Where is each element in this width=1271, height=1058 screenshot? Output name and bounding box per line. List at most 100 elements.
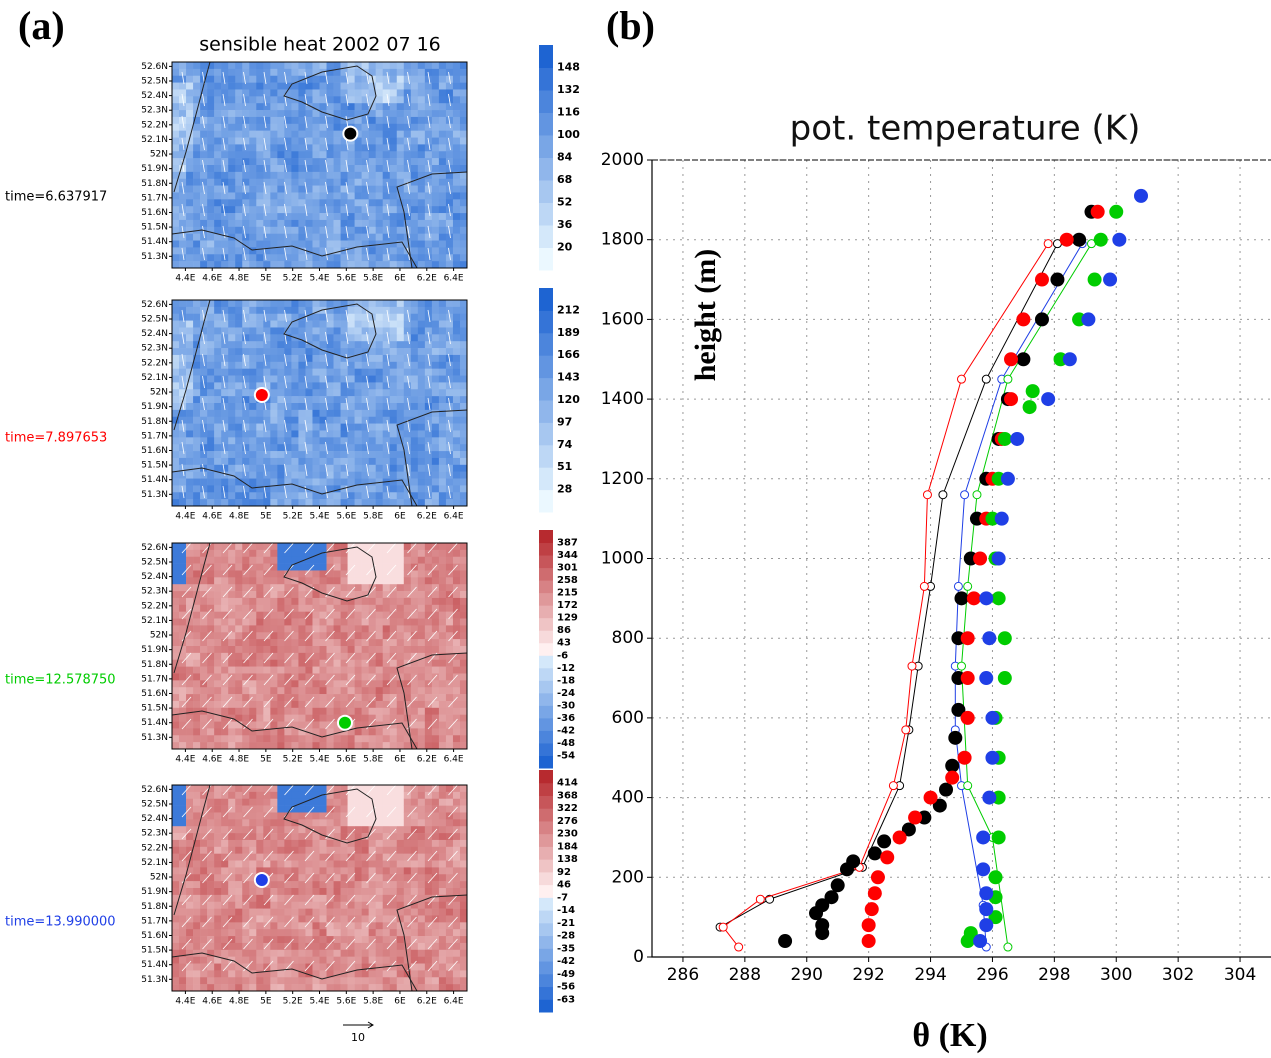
map-cell (396, 478, 405, 486)
map-cell (277, 306, 285, 315)
map-cell (326, 597, 334, 606)
map-cell (228, 597, 236, 606)
map-cell (389, 130, 398, 138)
map-cell (424, 403, 433, 411)
map-cell (263, 652, 271, 661)
map-cell (263, 254, 271, 262)
map-cell (375, 742, 384, 750)
map-cell (452, 75, 461, 83)
map-cell (382, 144, 391, 152)
map-cell (354, 403, 362, 411)
map-cell (424, 368, 433, 376)
wind-vector (427, 247, 431, 261)
colorbar-segment (539, 680, 553, 694)
colorbar-label: -48 (557, 738, 575, 749)
wind-vector (202, 159, 205, 173)
map-cell (312, 416, 320, 424)
map-cell (270, 666, 278, 674)
border (171, 229, 418, 269)
map-cell (459, 144, 468, 152)
map-cell (431, 219, 440, 228)
map-cell (172, 199, 180, 207)
map-cell (410, 213, 419, 221)
map-cell (263, 826, 271, 834)
map-cell (172, 130, 180, 138)
map-cell (263, 833, 271, 841)
map-cell (200, 192, 208, 200)
map-cell (207, 110, 215, 118)
map-cell (354, 368, 362, 376)
map-cell (242, 403, 250, 411)
map-cell (200, 798, 208, 806)
colorbar-segment (539, 755, 553, 769)
map-cell (207, 206, 215, 214)
map-cell (228, 860, 236, 868)
map-cell (193, 240, 201, 248)
map-cell (298, 846, 306, 854)
map-cell (403, 320, 412, 328)
map-cell (186, 368, 194, 376)
map-cell (319, 464, 327, 472)
map-cell (403, 165, 412, 173)
map-cell (298, 929, 306, 937)
map-cell (347, 68, 355, 77)
map-cell (326, 82, 334, 90)
map-cell (459, 591, 468, 599)
map-cell (438, 62, 447, 70)
map-cell (186, 254, 194, 262)
map-cell (221, 652, 229, 661)
wind-vector (407, 652, 417, 664)
map-cell (438, 368, 447, 376)
map-cell (214, 714, 222, 722)
map-cell (312, 382, 320, 390)
map-cell (459, 673, 468, 681)
map-cell (172, 563, 180, 571)
lon-tick-label: 4.8E (229, 755, 249, 765)
map-cell (277, 936, 285, 944)
map-cell (459, 334, 468, 342)
map-cell (291, 929, 299, 937)
map-cell (354, 451, 362, 459)
map-cell (298, 956, 306, 964)
map-cell (452, 247, 461, 255)
map-cell (459, 403, 468, 411)
map-cell (249, 894, 257, 903)
map-cell (172, 652, 180, 661)
map-cell (417, 144, 426, 152)
map-cell (452, 327, 461, 335)
map-cell (347, 457, 355, 466)
map-cell (172, 798, 180, 806)
map-cell (193, 247, 201, 255)
map-cell (326, 396, 334, 404)
colorbar-label: 132 (557, 83, 580, 96)
map-cell (410, 485, 419, 493)
map-cell (368, 549, 376, 558)
map-cell (389, 254, 398, 262)
map-cell (235, 82, 243, 90)
map-cell (179, 348, 187, 356)
map-cell (431, 451, 440, 459)
map-cell (312, 137, 320, 145)
map-cell (270, 791, 278, 800)
map-cell (200, 341, 208, 349)
map-cell (228, 652, 236, 661)
map-cell (207, 646, 215, 654)
map-cell (172, 240, 180, 248)
map-cell (445, 742, 454, 750)
map-cell (207, 984, 215, 992)
map-cell (228, 673, 236, 681)
map-cell (256, 860, 264, 868)
wind-vector (407, 586, 417, 598)
map-cell (284, 646, 292, 654)
map-cell (312, 543, 320, 551)
map-cell (305, 233, 313, 241)
map-cell (396, 199, 405, 207)
map-cell (438, 327, 447, 335)
map-cell (417, 158, 426, 166)
map-cell (270, 403, 278, 411)
wind-vector (325, 630, 335, 642)
map-cell (305, 860, 313, 868)
map-cell (249, 901, 257, 909)
map-cell (249, 652, 257, 661)
lat-tick-label: 52.2N (141, 601, 168, 611)
